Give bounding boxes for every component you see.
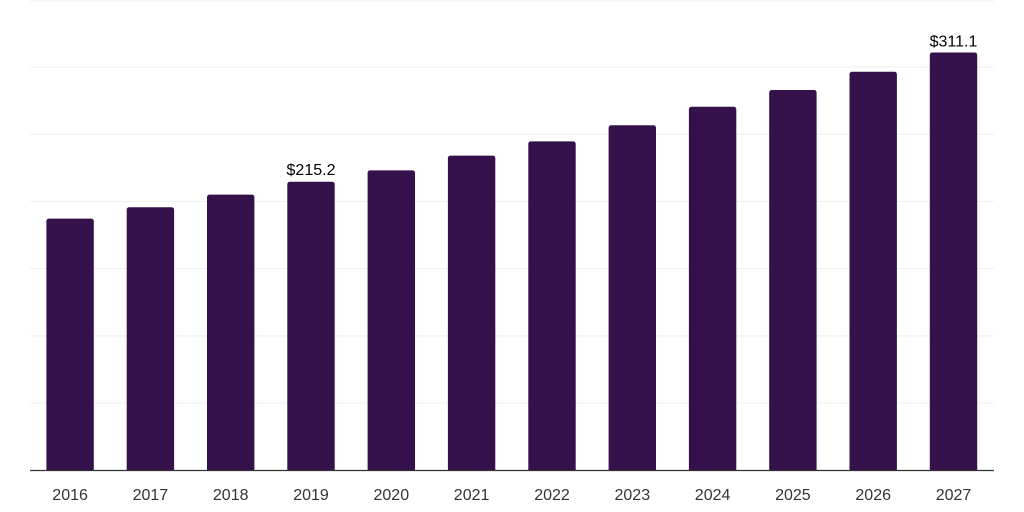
svg-text:2027: 2027 <box>936 487 972 504</box>
svg-text:2017: 2017 <box>133 487 169 504</box>
svg-text:$215.2: $215.2 <box>287 162 336 179</box>
svg-text:2021: 2021 <box>454 487 490 504</box>
svg-text:2018: 2018 <box>213 487 249 504</box>
svg-text:$311.1: $311.1 <box>930 33 978 50</box>
svg-text:2022: 2022 <box>534 487 570 504</box>
svg-text:2020: 2020 <box>374 487 410 504</box>
svg-text:2026: 2026 <box>855 487 891 504</box>
svg-text:2025: 2025 <box>775 487 811 504</box>
svg-text:2016: 2016 <box>52 487 88 504</box>
svg-text:2019: 2019 <box>293 487 329 504</box>
svg-text:2023: 2023 <box>615 487 651 504</box>
svg-text:2024: 2024 <box>695 487 731 504</box>
